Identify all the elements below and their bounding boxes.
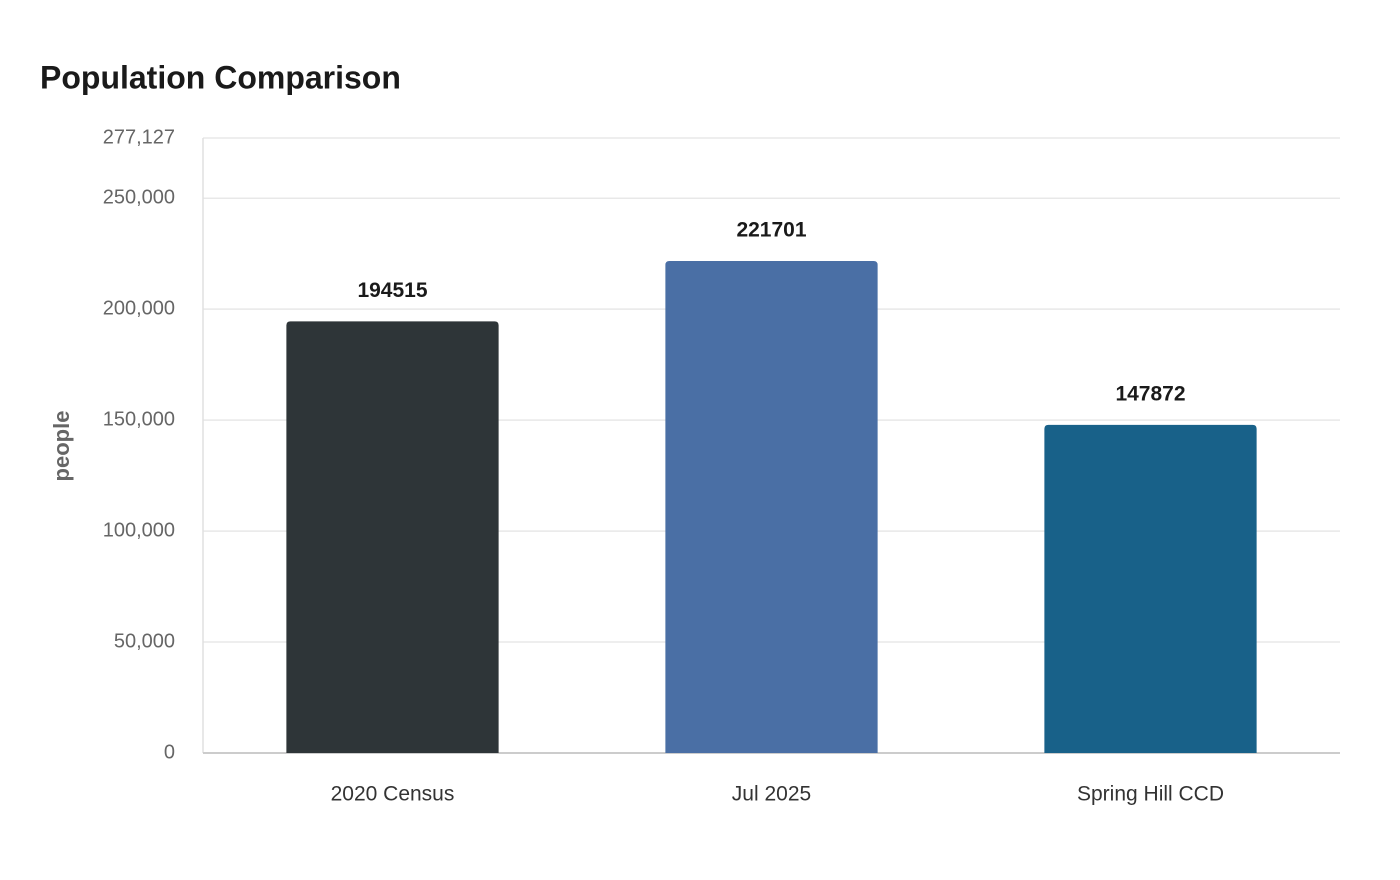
y-tick-label: 50,000: [114, 630, 175, 652]
x-tick-label: Jul 2025: [732, 783, 811, 806]
bar: [665, 261, 878, 753]
y-tick-label: 277,127: [103, 126, 175, 148]
value-label: 147872: [1115, 382, 1185, 405]
y-tick-label: 100,000: [103, 519, 175, 541]
x-tick-label: 2020 Census: [331, 783, 455, 806]
value-label: 194515: [357, 279, 427, 302]
value-label: 221701: [736, 219, 806, 242]
y-tick-label: 0: [164, 741, 175, 763]
y-axis-label: people: [49, 411, 74, 482]
x-tick-label: Spring Hill CCD: [1077, 783, 1224, 806]
y-tick-label: 250,000: [103, 186, 175, 208]
y-tick-label: 150,000: [103, 408, 175, 430]
bar: [1044, 424, 1257, 753]
chart-title: Population Comparison: [40, 59, 401, 95]
bar: [286, 321, 499, 753]
y-tick-label: 200,000: [103, 297, 175, 319]
